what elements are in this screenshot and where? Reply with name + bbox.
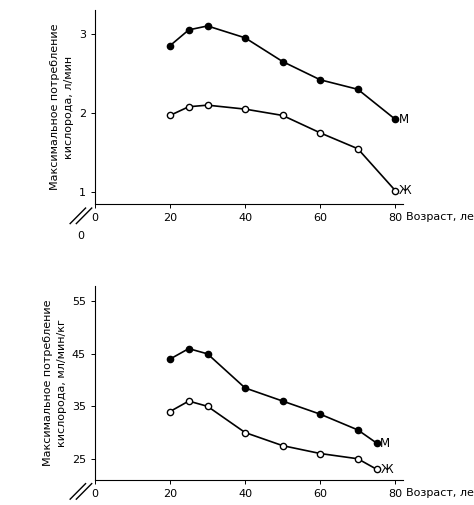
Text: М: М (380, 436, 391, 449)
Text: Ж: Ж (399, 184, 412, 197)
Text: Возраст, лет: Возраст, лет (406, 487, 474, 497)
Text: М: М (399, 113, 409, 126)
Y-axis label: Максимальное потребление
кислорода, л/мин: Максимальное потребление кислорода, л/ми… (50, 24, 74, 190)
Text: Возраст, лет: Возраст, лет (406, 212, 474, 222)
Y-axis label: Максимальное потребление
кислорода, мл/мин/кг: Максимальное потребление кислорода, мл/м… (44, 299, 67, 466)
Text: Ж: Ж (380, 463, 393, 476)
Text: 0: 0 (77, 231, 84, 241)
